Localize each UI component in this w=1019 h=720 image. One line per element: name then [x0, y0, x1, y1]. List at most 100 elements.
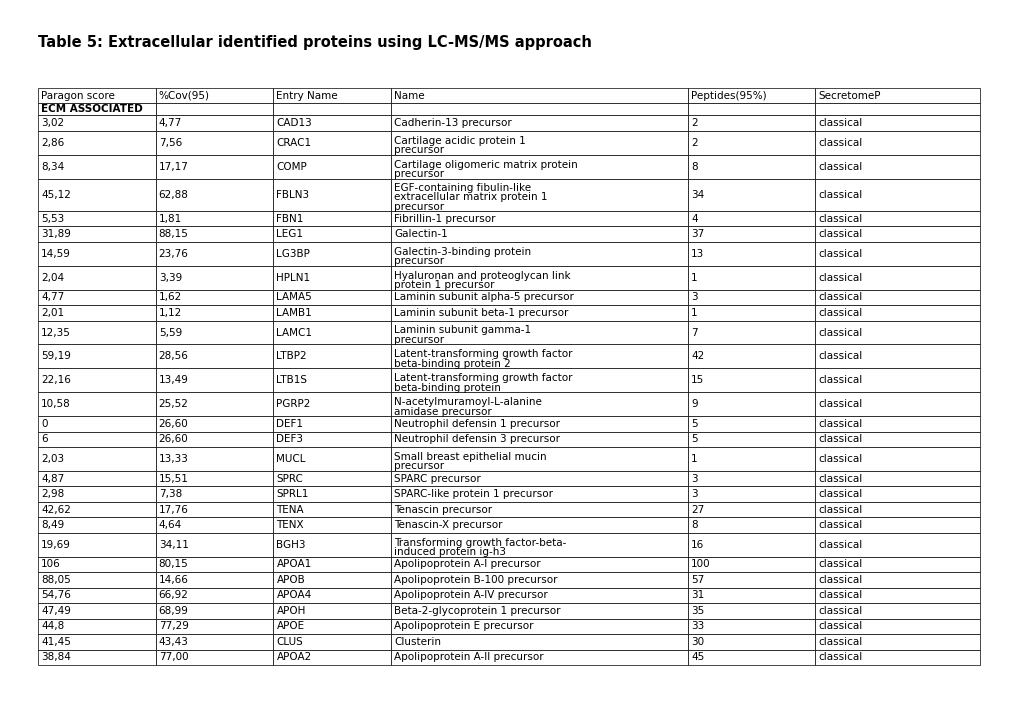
Text: classical: classical [817, 489, 861, 499]
Text: DEF3: DEF3 [276, 434, 304, 444]
Bar [687, 88, 814, 104]
Bar [814, 588, 979, 603]
Bar [273, 447, 391, 471]
Text: 19,69: 19,69 [41, 540, 70, 550]
Bar [391, 416, 687, 431]
Bar [391, 634, 687, 649]
Text: 54,76: 54,76 [41, 590, 70, 600]
Bar [156, 179, 273, 211]
Text: classical: classical [817, 474, 861, 484]
Text: EGF-containing fibulin-like: EGF-containing fibulin-like [394, 184, 531, 193]
Bar [38, 155, 156, 179]
Text: Hyaluronan and proteoglycan link: Hyaluronan and proteoglycan link [394, 271, 571, 281]
Text: Apolipoprotein A-IV precursor: Apolipoprotein A-IV precursor [394, 590, 547, 600]
Bar [687, 266, 814, 289]
Bar [687, 392, 814, 416]
Bar [273, 289, 391, 305]
Bar [273, 392, 391, 416]
Bar [156, 88, 273, 104]
Text: Transforming growth factor-beta-: Transforming growth factor-beta- [394, 538, 567, 548]
Bar [273, 634, 391, 649]
Bar [38, 266, 156, 289]
Text: classical: classical [817, 540, 861, 550]
Bar [156, 603, 273, 618]
Bar [391, 289, 687, 305]
Bar [38, 289, 156, 305]
Text: Apolipoprotein A-II precursor: Apolipoprotein A-II precursor [394, 652, 543, 662]
Text: APOA1: APOA1 [276, 559, 312, 570]
Bar [273, 649, 391, 665]
Bar [273, 618, 391, 634]
Text: LAMB1: LAMB1 [276, 308, 312, 318]
Text: DEF1: DEF1 [276, 419, 304, 429]
Text: classical: classical [817, 434, 861, 444]
Text: N-acetylmuramoyl-L-alanine: N-acetylmuramoyl-L-alanine [394, 397, 541, 407]
Text: Table 5: Extracellular identified proteins using LC-MS/MS approach: Table 5: Extracellular identified protei… [38, 35, 591, 50]
Bar [156, 226, 273, 242]
Bar [273, 155, 391, 179]
Text: HPLN1: HPLN1 [276, 273, 311, 283]
Bar [687, 289, 814, 305]
Text: TENA: TENA [276, 505, 304, 515]
Text: 17,17: 17,17 [159, 162, 189, 171]
Bar [273, 518, 391, 533]
Text: SecretomeP: SecretomeP [817, 91, 879, 101]
Text: 3,39: 3,39 [159, 273, 181, 283]
Text: 66,92: 66,92 [159, 590, 189, 600]
Text: TENX: TENX [276, 520, 304, 530]
Bar [156, 588, 273, 603]
Bar [814, 487, 979, 502]
Bar [814, 88, 979, 104]
Text: 28,56: 28,56 [159, 351, 189, 361]
Text: LAMC1: LAMC1 [276, 328, 312, 338]
Bar [391, 226, 687, 242]
Text: 1: 1 [690, 273, 697, 283]
Text: 8,49: 8,49 [41, 520, 64, 530]
Text: SPRC: SPRC [276, 474, 303, 484]
Bar [273, 88, 391, 104]
Bar [38, 447, 156, 471]
Text: 4,77: 4,77 [159, 118, 181, 128]
Text: classical: classical [817, 621, 861, 631]
Bar [687, 104, 814, 115]
Bar [156, 416, 273, 431]
Bar [38, 502, 156, 518]
Bar [814, 502, 979, 518]
Text: 38,84: 38,84 [41, 652, 70, 662]
Text: LTB1S: LTB1S [276, 375, 307, 385]
Text: 88,05: 88,05 [41, 575, 70, 585]
Text: Tenascin-X precursor: Tenascin-X precursor [394, 520, 502, 530]
Bar [687, 131, 814, 155]
Bar [391, 392, 687, 416]
Text: 1,62: 1,62 [159, 292, 181, 302]
Bar [273, 242, 391, 266]
Text: 59,19: 59,19 [41, 351, 70, 361]
Text: 33: 33 [690, 621, 703, 631]
Text: 34: 34 [690, 190, 703, 199]
Text: Clusterin: Clusterin [394, 636, 441, 647]
Text: 26,60: 26,60 [159, 434, 189, 444]
Bar [156, 320, 273, 344]
Text: classical: classical [817, 375, 861, 385]
Bar [687, 305, 814, 320]
Bar [391, 518, 687, 533]
Text: 9: 9 [690, 399, 697, 409]
Text: precursor: precursor [394, 335, 444, 345]
Text: FBLN3: FBLN3 [276, 190, 310, 199]
Text: 15: 15 [690, 375, 703, 385]
Text: 27: 27 [690, 505, 703, 515]
Text: 2: 2 [690, 138, 697, 148]
Text: 7,56: 7,56 [159, 138, 181, 148]
Bar [391, 88, 687, 104]
Bar [814, 603, 979, 618]
Bar [273, 226, 391, 242]
Text: 7: 7 [690, 328, 697, 338]
Bar [38, 131, 156, 155]
Text: CRAC1: CRAC1 [276, 138, 312, 148]
Text: 25,52: 25,52 [159, 399, 189, 409]
Text: Fibrillin-1 precursor: Fibrillin-1 precursor [394, 214, 495, 224]
Text: Small breast epithelial mucin: Small breast epithelial mucin [394, 451, 546, 462]
Text: induced protein ig-h3: induced protein ig-h3 [394, 547, 505, 557]
Bar [156, 115, 273, 131]
Bar [687, 242, 814, 266]
